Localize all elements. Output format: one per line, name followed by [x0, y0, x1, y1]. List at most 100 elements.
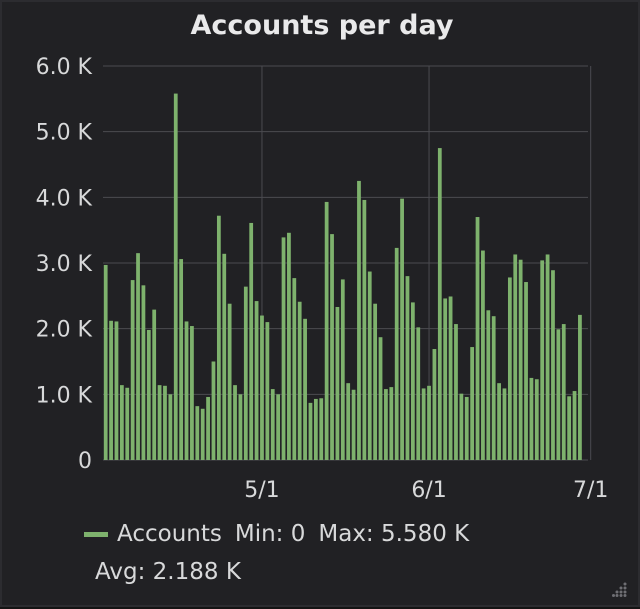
bar[interactable]: [330, 234, 334, 460]
bar[interactable]: [297, 301, 302, 460]
bar[interactable]: [437, 148, 442, 461]
bar[interactable]: [168, 394, 173, 460]
bar[interactable]: [119, 385, 124, 460]
bar[interactable]: [507, 277, 512, 460]
bar[interactable]: [357, 180, 361, 460]
bar[interactable]: [448, 296, 453, 460]
bar[interactable]: [157, 385, 162, 460]
bar[interactable]: [475, 217, 480, 460]
bar[interactable]: [351, 389, 356, 460]
bar[interactable]: [491, 316, 496, 460]
bar[interactable]: [470, 347, 475, 460]
legend-series-label[interactable]: Accounts: [117, 521, 222, 547]
bar[interactable]: [184, 321, 189, 460]
bar[interactable]: [260, 315, 264, 460]
bar[interactable]: [416, 327, 421, 460]
bar[interactable]: [308, 402, 313, 460]
bar[interactable]: [265, 322, 270, 460]
bar[interactable]: [459, 393, 464, 460]
y-tick-label: 3.0 K: [36, 252, 93, 277]
bar[interactable]: [540, 260, 545, 460]
bar[interactable]: [545, 254, 550, 460]
y-tick-label: 5.0 K: [36, 121, 93, 146]
bar[interactable]: [384, 389, 388, 460]
bar[interactable]: [249, 222, 254, 460]
bar[interactable]: [497, 383, 501, 460]
bar[interactable]: [405, 276, 410, 460]
axis-labels: 0 1.0 K 2.0 K 3.0 K 4.0 K 5.0 K 6.0 K 5/1 6/1 7/1: [36, 55, 609, 503]
bar[interactable]: [529, 377, 534, 460]
bar[interactable]: [572, 391, 577, 460]
bar[interactable]: [324, 201, 329, 460]
bar[interactable]: [367, 271, 372, 460]
bar[interactable]: [373, 303, 378, 460]
bar[interactable]: [233, 385, 237, 460]
bar[interactable]: [556, 329, 561, 460]
bar[interactable]: [152, 309, 157, 460]
bar[interactable]: [400, 198, 404, 460]
bar[interactable]: [216, 215, 221, 460]
bar[interactable]: [287, 232, 291, 460]
x-tick-label: 7/1: [573, 478, 608, 503]
bar[interactable]: [125, 387, 130, 460]
bar[interactable]: [421, 388, 426, 460]
bar[interactable]: [319, 398, 324, 460]
bar[interactable]: [335, 306, 340, 460]
bar[interactable]: [109, 320, 113, 460]
bar[interactable]: [551, 270, 555, 460]
bar[interactable]: [513, 254, 518, 460]
bar[interactable]: [206, 396, 210, 460]
bar[interactable]: [454, 324, 458, 460]
bar[interactable]: [394, 247, 399, 460]
bar[interactable]: [195, 406, 200, 460]
bar[interactable]: [243, 286, 248, 460]
bar[interactable]: [578, 314, 582, 460]
bar[interactable]: [443, 298, 448, 460]
bar[interactable]: [389, 387, 394, 460]
legend-swatch-accounts[interactable]: [84, 531, 108, 537]
bar[interactable]: [340, 279, 345, 460]
bar[interactable]: [179, 259, 184, 460]
bar[interactable]: [292, 278, 297, 460]
y-tick-label: 6.0 K: [36, 55, 93, 80]
bar[interactable]: [427, 385, 431, 460]
bar[interactable]: [200, 408, 205, 460]
bar[interactable]: [103, 264, 108, 460]
bar[interactable]: [464, 396, 469, 460]
bar[interactable]: [114, 321, 119, 460]
bar[interactable]: [524, 282, 528, 460]
bar[interactable]: [136, 253, 140, 460]
bar[interactable]: [163, 385, 167, 460]
bar[interactable]: [378, 337, 383, 460]
bar[interactable]: [281, 237, 286, 460]
bar[interactable]: [173, 93, 178, 460]
bar[interactable]: [432, 349, 437, 460]
bar[interactable]: [534, 379, 539, 460]
bar[interactable]: [567, 396, 572, 460]
bar[interactable]: [561, 324, 566, 460]
bar[interactable]: [238, 394, 243, 460]
resize-handle-icon[interactable]: [612, 581, 628, 597]
bar[interactable]: [146, 329, 151, 460]
bar[interactable]: [190, 326, 194, 460]
bar[interactable]: [303, 318, 307, 460]
bar[interactable]: [410, 302, 415, 460]
bar[interactable]: [130, 280, 135, 460]
bar[interactable]: [518, 259, 523, 460]
bar[interactable]: [141, 285, 146, 460]
bar[interactable]: [346, 383, 351, 460]
bar[interactable]: [254, 301, 259, 460]
bar[interactable]: [270, 389, 275, 460]
bar[interactable]: [227, 303, 232, 460]
bar[interactable]: [313, 398, 318, 460]
bar-series-accounts: [103, 93, 582, 461]
chart-title[interactable]: Accounts per day: [190, 10, 454, 41]
bar[interactable]: [362, 199, 367, 460]
bar[interactable]: [211, 361, 216, 461]
bar[interactable]: [502, 388, 507, 460]
bar[interactable]: [486, 310, 491, 460]
bar[interactable]: [222, 253, 227, 460]
bar[interactable]: [276, 394, 281, 460]
bar[interactable]: [481, 250, 485, 460]
